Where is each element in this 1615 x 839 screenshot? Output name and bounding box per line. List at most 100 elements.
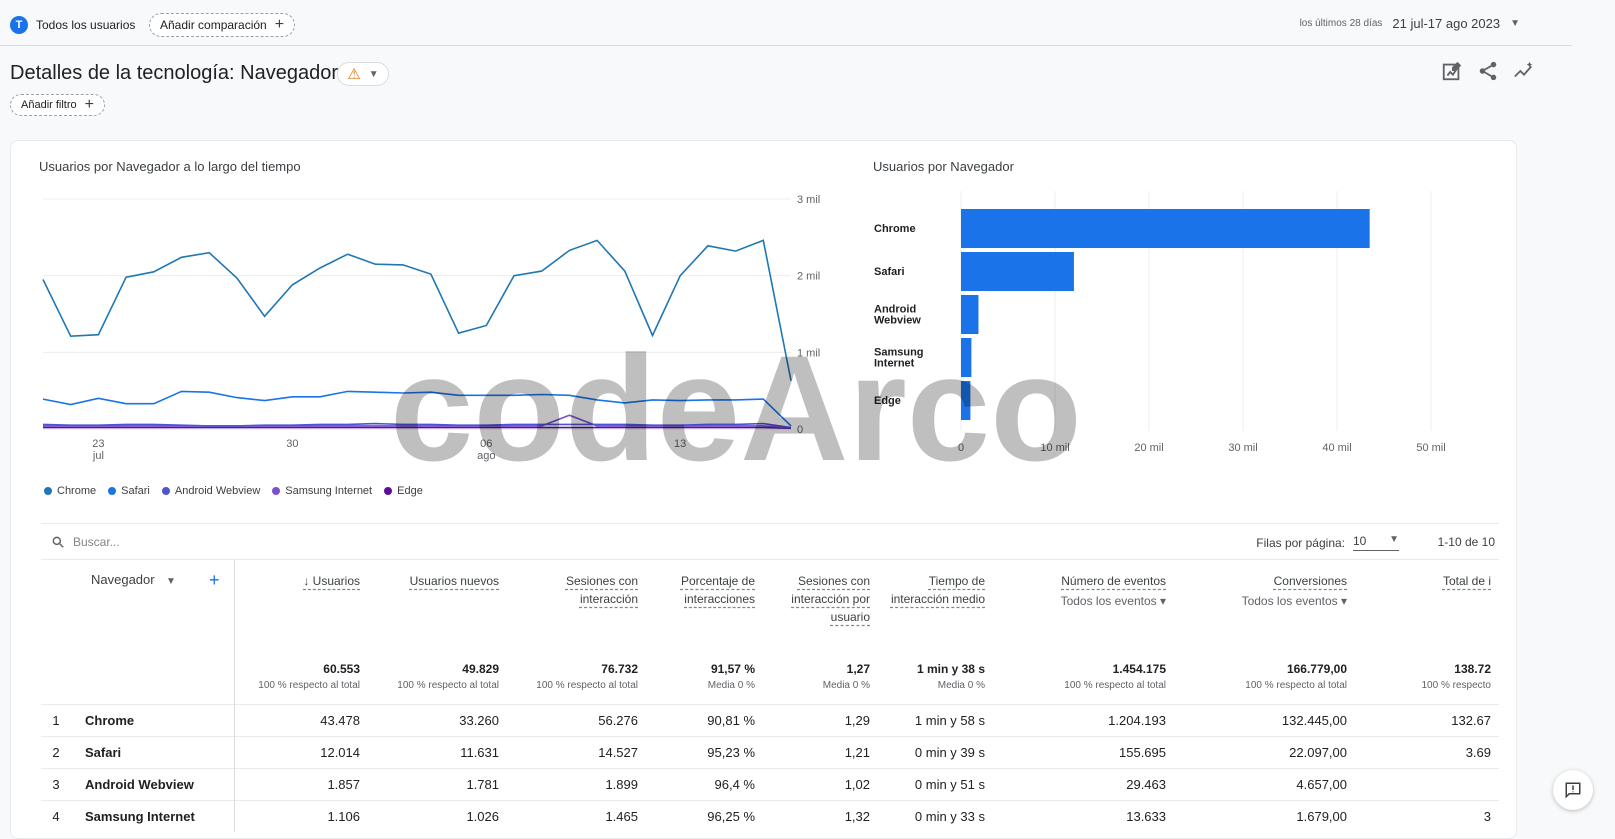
search-input[interactable] <box>73 534 473 549</box>
bar[interactable] <box>961 338 972 377</box>
y-tick-label: 3 mil <box>797 194 820 206</box>
share-icon[interactable] <box>1477 60 1499 82</box>
x-tick-label: 10 mil <box>1040 442 1069 454</box>
segment-avatar: T <box>10 16 28 34</box>
bar[interactable] <box>961 209 1370 248</box>
total-value: 1,27 <box>846 662 870 676</box>
legend-item[interactable]: Android Webview <box>161 485 260 497</box>
column-header[interactable]: Sesiones con interacción <box>507 560 646 656</box>
customize-report-icon[interactable] <box>1441 60 1463 82</box>
bar[interactable] <box>961 295 979 334</box>
total-value: 49.829 <box>462 662 499 676</box>
series-line-android-webview[interactable] <box>42 422 792 429</box>
totals-row: 60.553 100 % respecto al total 49.829 100 %… <box>41 656 1499 704</box>
browser-name-cell: Android Webview <box>71 767 235 800</box>
legend-item[interactable]: Safari <box>108 485 150 497</box>
column-header-label: Conversiones <box>1273 574 1347 588</box>
metric-cell: 3.69 <box>1355 735 1499 768</box>
column-header-label: Sesiones con interacción <box>565 574 638 606</box>
metric-cell: 1,32 <box>763 799 878 832</box>
plus-icon: + <box>274 16 285 33</box>
column-header[interactable]: Usuarios nuevos <box>368 560 507 656</box>
legend-label: Safari <box>121 485 150 497</box>
add-dimension-button[interactable]: + <box>208 570 220 590</box>
legend-dot <box>108 487 117 495</box>
metric-cell: 1,29 <box>763 703 878 736</box>
series-line-edge[interactable] <box>43 426 792 429</box>
row-index: 1 <box>41 703 71 736</box>
column-header-label: Usuarios nuevos <box>409 574 499 588</box>
metric-cell: 3 <box>1355 799 1499 832</box>
column-header[interactable]: Tiempo de interacción medio <box>878 560 993 656</box>
bar[interactable] <box>961 381 971 420</box>
legend-dot <box>161 487 170 495</box>
top-bar: T Todos los usuarios Añadir comparación … <box>0 0 1572 46</box>
metric-cell: 1.106 <box>234 799 368 832</box>
event-filter-select[interactable]: Todos los eventos ▾ <box>1241 594 1347 608</box>
column-header[interactable]: Número de eventos Todos los eventos ▾ <box>993 560 1174 656</box>
chevron-down-icon: ▼ <box>165 576 176 587</box>
legend-label: Samsung Internet <box>285 485 373 497</box>
column-header[interactable]: Total de i <box>1355 560 1499 656</box>
x-tick-label: 06 <box>480 438 492 450</box>
total-subtext: Media 0 % <box>707 680 755 691</box>
insights-icon[interactable] <box>1513 60 1535 82</box>
table-row[interactable]: 2 Safari 12.014 11.631 14.527 95,23 % 1,21 0 mi… <box>41 735 1499 768</box>
date-range-picker[interactable]: los últimos 28 días 21 jul-17 ago 2023 ▼ <box>1300 16 1520 31</box>
row-index: 4 <box>41 799 71 832</box>
total-cell: 76.732 100 % respecto al total <box>507 656 646 704</box>
date-range-value: 21 jul-17 ago 2023 <box>1392 16 1501 31</box>
segment-chip[interactable]: T Todos los usuarios <box>10 12 135 38</box>
total-cell: 1 min y 38 s Media 0 % <box>878 656 993 704</box>
metric-cell: 29.463 <box>993 767 1174 800</box>
metric-cell: 1.465 <box>507 799 646 832</box>
metric-cell: 1.679,00 <box>1174 799 1355 832</box>
total-cell: 49.829 100 % respecto al total <box>368 656 507 704</box>
column-header[interactable]: Sesiones con interacción por usuario <box>763 560 878 656</box>
add-comparison-button[interactable]: Añadir comparación + <box>149 13 296 37</box>
add-filter-label: Añadir filtro <box>21 99 77 111</box>
column-header[interactable]: ↓ Usuarios <box>234 560 368 656</box>
series-line-chrome[interactable] <box>42 239 792 381</box>
legend-item[interactable]: Chrome <box>44 485 96 497</box>
total-value: 1 min y 38 s <box>916 662 985 676</box>
column-header[interactable]: Conversiones Todos los eventos ▾ <box>1174 560 1355 656</box>
feedback-button[interactable] <box>1553 770 1593 810</box>
browser-name-cell: Samsung Internet <box>71 799 235 832</box>
y-tick-label: 2 mil <box>797 271 820 283</box>
table-row[interactable]: 3 Android Webview 1.857 1.781 1.899 96,4 % 1,0… <box>41 767 1499 800</box>
segment-label: Todos los usuarios <box>36 18 136 32</box>
table-row[interactable]: 4 Samsung Internet 1.106 1.026 1.465 96,25 % 1… <box>41 799 1499 832</box>
column-header-label: Tiempo de interacción medio <box>890 574 985 606</box>
metric-cell: 155.695 <box>993 735 1174 768</box>
metric-cell: 1 min y 58 s <box>878 703 993 736</box>
table-toolbar: Filas por página: 10 ▼ 1-10 de 10 <box>41 523 1499 559</box>
y-tick-label: 0 <box>797 424 803 436</box>
legend-item[interactable]: Samsung Internet <box>272 485 372 497</box>
data-table: Navegador ▼ + ↓ Usuarios Usuarios nuevos S… <box>41 560 1499 832</box>
add-comparison-label: Añadir comparación <box>160 18 267 32</box>
metric-cell: 33.260 <box>368 703 507 736</box>
warning-dropdown[interactable]: ⚠ ▼ <box>337 62 389 86</box>
add-filter-button[interactable]: Añadir filtro + <box>10 94 105 116</box>
metric-cell: 1.899 <box>507 767 646 800</box>
metric-cell: 13.633 <box>993 799 1174 832</box>
bar[interactable] <box>961 252 1074 291</box>
dimension-header[interactable]: Navegador ▼ + <box>41 560 235 656</box>
column-header[interactable]: Porcentaje de interacciones <box>646 560 763 656</box>
column-header-label: ↓ Usuarios <box>303 574 360 588</box>
event-filter-select[interactable]: Todos los eventos ▾ <box>1060 594 1166 608</box>
table-row[interactable]: 1 Chrome 43.478 33.260 56.276 90,81 % 1,29 1 mi… <box>41 703 1499 736</box>
metric-cell: 1.781 <box>368 767 507 800</box>
report-tools <box>1441 60 1535 82</box>
series-line-safari[interactable] <box>42 390 792 427</box>
bar-category-label: Edge <box>874 395 901 407</box>
line-chart-legend: Chrome Safari Android Webview Samsung Inter… <box>44 485 423 497</box>
bar-category-label: Webview <box>874 315 921 327</box>
metric-cell: 96,4 % <box>646 767 763 800</box>
rows-per-page-select[interactable]: 10 ▼ <box>1353 534 1399 551</box>
total-subtext: Media 0 % <box>937 680 985 691</box>
legend-dot <box>384 487 393 495</box>
legend-item[interactable]: Edge <box>384 485 423 497</box>
x-tick-sublabel: ago <box>477 450 495 462</box>
